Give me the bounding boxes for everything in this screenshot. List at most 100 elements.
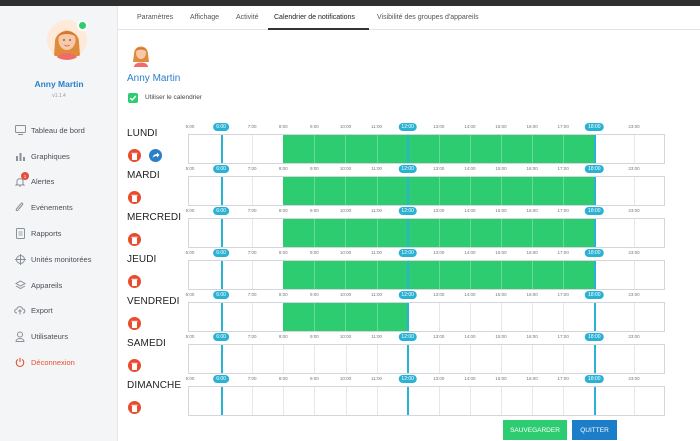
hour-marker-handle[interactable]: 12:00: [398, 291, 417, 299]
hour-marker-handle[interactable]: 18:00: [585, 333, 604, 341]
hour-marker-handle[interactable]: 6:00: [213, 333, 229, 341]
hour-marker-handle[interactable]: 18:00: [585, 375, 604, 383]
hour-tick: 16:00: [526, 292, 538, 297]
sidebar-item-export[interactable]: Export: [14, 303, 53, 317]
range-gridline: [345, 261, 347, 289]
delete-day-button-samedi[interactable]: [128, 359, 141, 372]
hour-marker-line: [220, 177, 223, 205]
hour-marker-handle[interactable]: 6:00: [213, 249, 229, 257]
active-tab-indicator: [268, 28, 369, 30]
hour-tick: 11:00: [371, 166, 383, 171]
save-button[interactable]: SAUVEGARDER: [503, 420, 567, 440]
sidebar-user-name[interactable]: Anny Martin: [34, 79, 84, 89]
tab-affichage[interactable]: Affichage: [190, 14, 220, 21]
hour-tick: 16:00: [526, 166, 538, 171]
trash-icon: [131, 152, 138, 160]
timeline-track[interactable]: [188, 302, 665, 332]
hour-tick: 13:00: [433, 376, 445, 381]
hour-tick: 23:00: [628, 376, 640, 381]
active-time-range[interactable]: [283, 135, 595, 163]
hour-marker-handle[interactable]: 18:00: [585, 165, 604, 173]
hour-gridline: [469, 345, 471, 373]
hour-gridline: [376, 387, 378, 415]
day-label-mardi: MARDI: [127, 170, 160, 181]
sidebar-item-appareils[interactable]: Appareils: [14, 278, 62, 292]
day-label-dimanche: DIMANCHE: [127, 380, 182, 391]
tab-calendrier-de-notifications[interactable]: Calendrier de notifications: [274, 14, 355, 21]
hour-tick: 14:00: [464, 166, 476, 171]
delete-day-button-lundi[interactable]: [128, 149, 141, 162]
hour-marker-line: [220, 135, 223, 163]
tab-parametres[interactable]: Paramètres: [137, 14, 174, 21]
quit-button[interactable]: QUITTER: [572, 420, 617, 440]
sidebar-item-label: Appareils: [31, 280, 63, 290]
hour-tick: 7:00: [247, 250, 257, 255]
trash-icon: [131, 404, 138, 412]
hour-marker-handle[interactable]: 12:00: [398, 333, 417, 341]
sidebar-item-label: Alertes: [31, 176, 55, 186]
hour-gridline: [252, 135, 254, 163]
hour-tick: 16:00: [526, 250, 538, 255]
active-time-range[interactable]: [283, 177, 595, 205]
day-label-samedi: SAMEDI: [127, 338, 166, 349]
hour-marker-handle[interactable]: 18:00: [585, 249, 604, 257]
hour-marker-handle[interactable]: 18:00: [585, 123, 604, 131]
hour-marker-handle[interactable]: 6:00: [213, 375, 229, 383]
sidebar-item-unites-monitorees[interactable]: Unités monitorées: [14, 252, 91, 266]
tab-visibilite-groupes[interactable]: Visibilité des groupes d'appareils: [377, 14, 479, 21]
hour-marker-handle[interactable]: 6:00: [213, 123, 229, 131]
timeline-track[interactable]: [188, 344, 665, 374]
power-icon: [14, 356, 26, 368]
sidebar-item-graphiques[interactable]: Graphiques: [14, 149, 70, 163]
delete-day-button-mercredi[interactable]: [128, 233, 141, 246]
hour-marker-handle[interactable]: 12:00: [398, 207, 417, 215]
hour-tick: 15:00: [495, 250, 507, 255]
hour-gridline: [252, 177, 254, 205]
active-time-range[interactable]: [283, 219, 595, 247]
delete-day-button-jeudi[interactable]: [128, 275, 141, 288]
sidebar-item-tableau-de-bord[interactable]: Tableau de bord: [14, 123, 85, 137]
sidebar-item-label: Unités monitorées: [31, 254, 92, 264]
hour-tick: 5:00: [185, 124, 195, 129]
day-label-mercredi: MERCREDI: [127, 212, 182, 223]
timeline-track[interactable]: [188, 134, 665, 164]
settings-tabs: Paramètres Affichage Activité Calendrier…: [118, 6, 700, 30]
delete-day-button-mardi[interactable]: [128, 191, 141, 204]
active-time-range[interactable]: [283, 261, 595, 289]
sidebar-item-alertes[interactable]: 1 Alertes: [14, 172, 55, 188]
sidebar-item-utilisateurs[interactable]: Utilisateurs: [14, 329, 68, 343]
copy-day-button-lundi[interactable]: [149, 149, 162, 162]
hour-tick: 14:00: [464, 124, 476, 129]
hour-marker-handle[interactable]: 6:00: [213, 291, 229, 299]
sidebar-item-label: Graphiques: [31, 151, 70, 161]
hour-marker-handle[interactable]: 6:00: [213, 165, 229, 173]
timeline-track[interactable]: [188, 218, 665, 248]
hour-marker-handle[interactable]: 6:00: [213, 207, 229, 215]
timeline-track[interactable]: [188, 176, 665, 206]
sidebar-item-deconnexion[interactable]: Déconnexion: [14, 355, 75, 369]
user-avatar[interactable]: [47, 20, 87, 60]
sidebar-item-evenements[interactable]: Evénements: [14, 200, 73, 214]
use-calendar-checkbox[interactable]: [128, 93, 138, 103]
active-time-range[interactable]: [283, 303, 408, 331]
hour-tick: 10:00: [339, 292, 352, 297]
range-gridline: [376, 261, 378, 289]
hour-marker-handle[interactable]: 12:00: [398, 249, 417, 257]
delete-day-button-vendredi[interactable]: [128, 317, 141, 330]
delete-day-button-dimanche[interactable]: [128, 401, 141, 414]
hour-marker-handle[interactable]: 18:00: [585, 207, 604, 215]
hour-marker-handle[interactable]: 12:00: [398, 375, 417, 383]
timeline-track[interactable]: [188, 386, 665, 416]
hour-marker-handle[interactable]: 18:00: [585, 291, 604, 299]
hour-marker-handle[interactable]: 12:00: [398, 123, 417, 131]
sidebar-item-rapports[interactable]: Rapports: [14, 226, 61, 240]
hour-gridline: [314, 345, 316, 373]
tab-activite[interactable]: Activité: [236, 14, 259, 21]
timeline-track[interactable]: [188, 260, 665, 290]
hour-gridline: [438, 345, 440, 373]
hour-tick: 7:00: [247, 376, 257, 381]
hour-gridline: [469, 303, 471, 331]
hour-tick: 5:00: [185, 208, 195, 213]
hour-marker-handle[interactable]: 12:00: [398, 165, 417, 173]
range-gridline: [500, 261, 502, 289]
